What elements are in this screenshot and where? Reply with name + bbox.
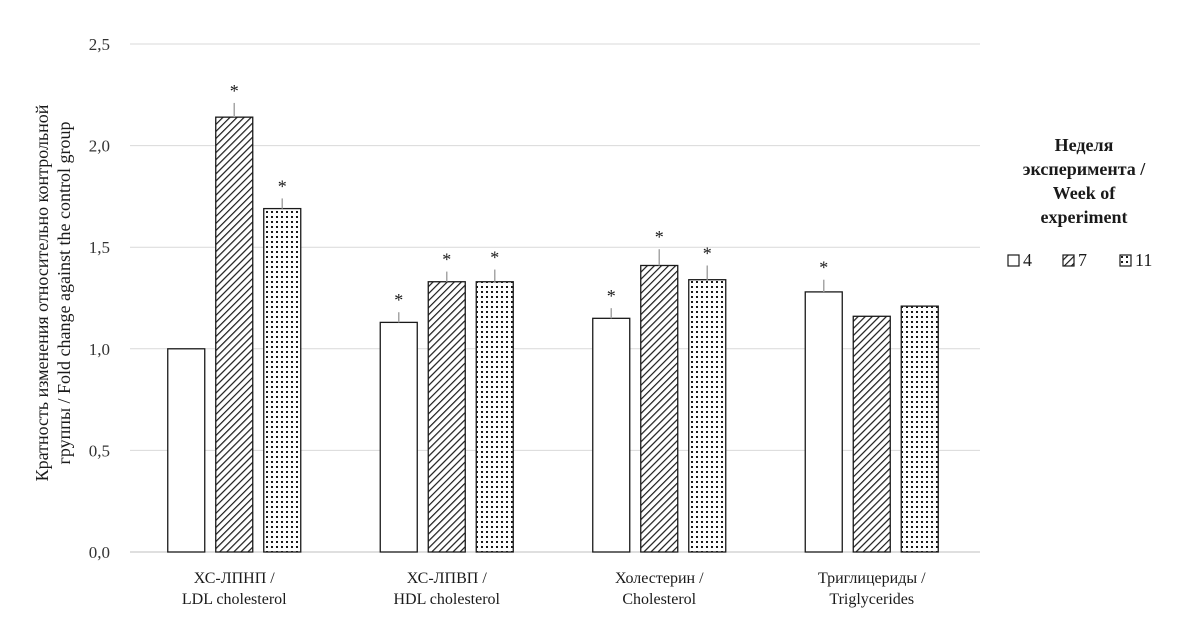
bar-7-1 [427,281,466,553]
y-tick-label: 2,0 [89,137,110,156]
error-bars [233,102,825,323]
y-tick-label: 0,0 [89,543,110,562]
significance-star: * [607,286,616,306]
significance-star: * [230,81,239,101]
y-tick-label: 0,5 [89,441,110,460]
legend-title-line: Неделя [1055,135,1114,155]
y-tick-label: 1,0 [89,340,110,359]
bar-11-0 [263,207,302,553]
category-label: Триглицериды / [818,570,926,587]
gridlines [130,43,980,553]
bar-7-0 [215,116,254,553]
significance-markers: * * * * * * * * * [230,81,829,310]
x-axis-categories: ХС-ЛПНП / LDL cholesterol ХС-ЛПВП / HDL cho… [182,570,926,608]
bar-4-3 [804,291,843,553]
bar-11-2 [688,279,727,553]
legend-label-7: 7 [1078,250,1087,270]
significance-star: * [819,258,828,278]
legend-swatch-4 [1007,254,1020,267]
legend-label-4: 4 [1023,250,1032,270]
category-label: ХС-ЛПНП / [194,570,275,587]
bar-7-2 [640,264,679,553]
y-axis-label-line: Кратность изменения относительно контрол… [32,104,52,481]
bar-11-3 [900,305,939,553]
bar-7-3 [852,315,891,553]
category-label: LDL cholesterol [182,591,287,608]
significance-star: * [655,227,664,247]
y-axis-label-line: группы / Fold change against the control… [54,122,74,465]
bar-11-1 [475,281,514,553]
significance-star: * [442,250,451,270]
bar-4-2 [592,317,631,553]
category-label: Cholesterol [622,591,696,608]
y-tick-label: 2,5 [89,35,110,54]
bar-4-1 [379,321,418,553]
y-axis-label: Кратность изменения относительно контрол… [32,104,74,481]
significance-star: * [394,290,403,310]
category-label: Холестерин / [615,570,704,587]
category-label: ХС-ЛПВП / [407,570,488,587]
legend-title-line: эксперимента / [1023,159,1147,179]
significance-star: * [703,243,712,263]
legend-title-line: Week of [1053,183,1116,203]
y-tick-label: 1,5 [89,238,110,257]
significance-star: * [278,176,287,196]
bar-4-0 [167,348,206,553]
category-label: Triglycerides [829,591,914,608]
legend-label-11: 11 [1135,250,1152,270]
legend-title-line: experiment [1041,207,1128,227]
legend-swatch-7 [1062,254,1075,267]
y-axis-ticks: 0,0 0,5 1,0 1,5 2,0 2,5 [89,35,110,562]
bars [167,116,939,553]
legend: Неделя эксперимента / Week of experiment 4 7 1… [1007,135,1152,270]
category-label: HDL cholesterol [394,591,501,608]
significance-star: * [490,248,499,268]
legend-swatch-11 [1119,254,1132,267]
